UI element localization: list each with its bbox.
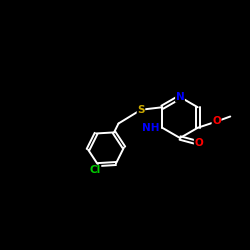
Text: Cl: Cl — [90, 165, 101, 175]
Text: O: O — [194, 138, 203, 148]
Text: S: S — [137, 105, 145, 115]
Text: NH: NH — [142, 123, 160, 133]
Text: O: O — [212, 116, 221, 126]
Text: N: N — [176, 92, 184, 102]
